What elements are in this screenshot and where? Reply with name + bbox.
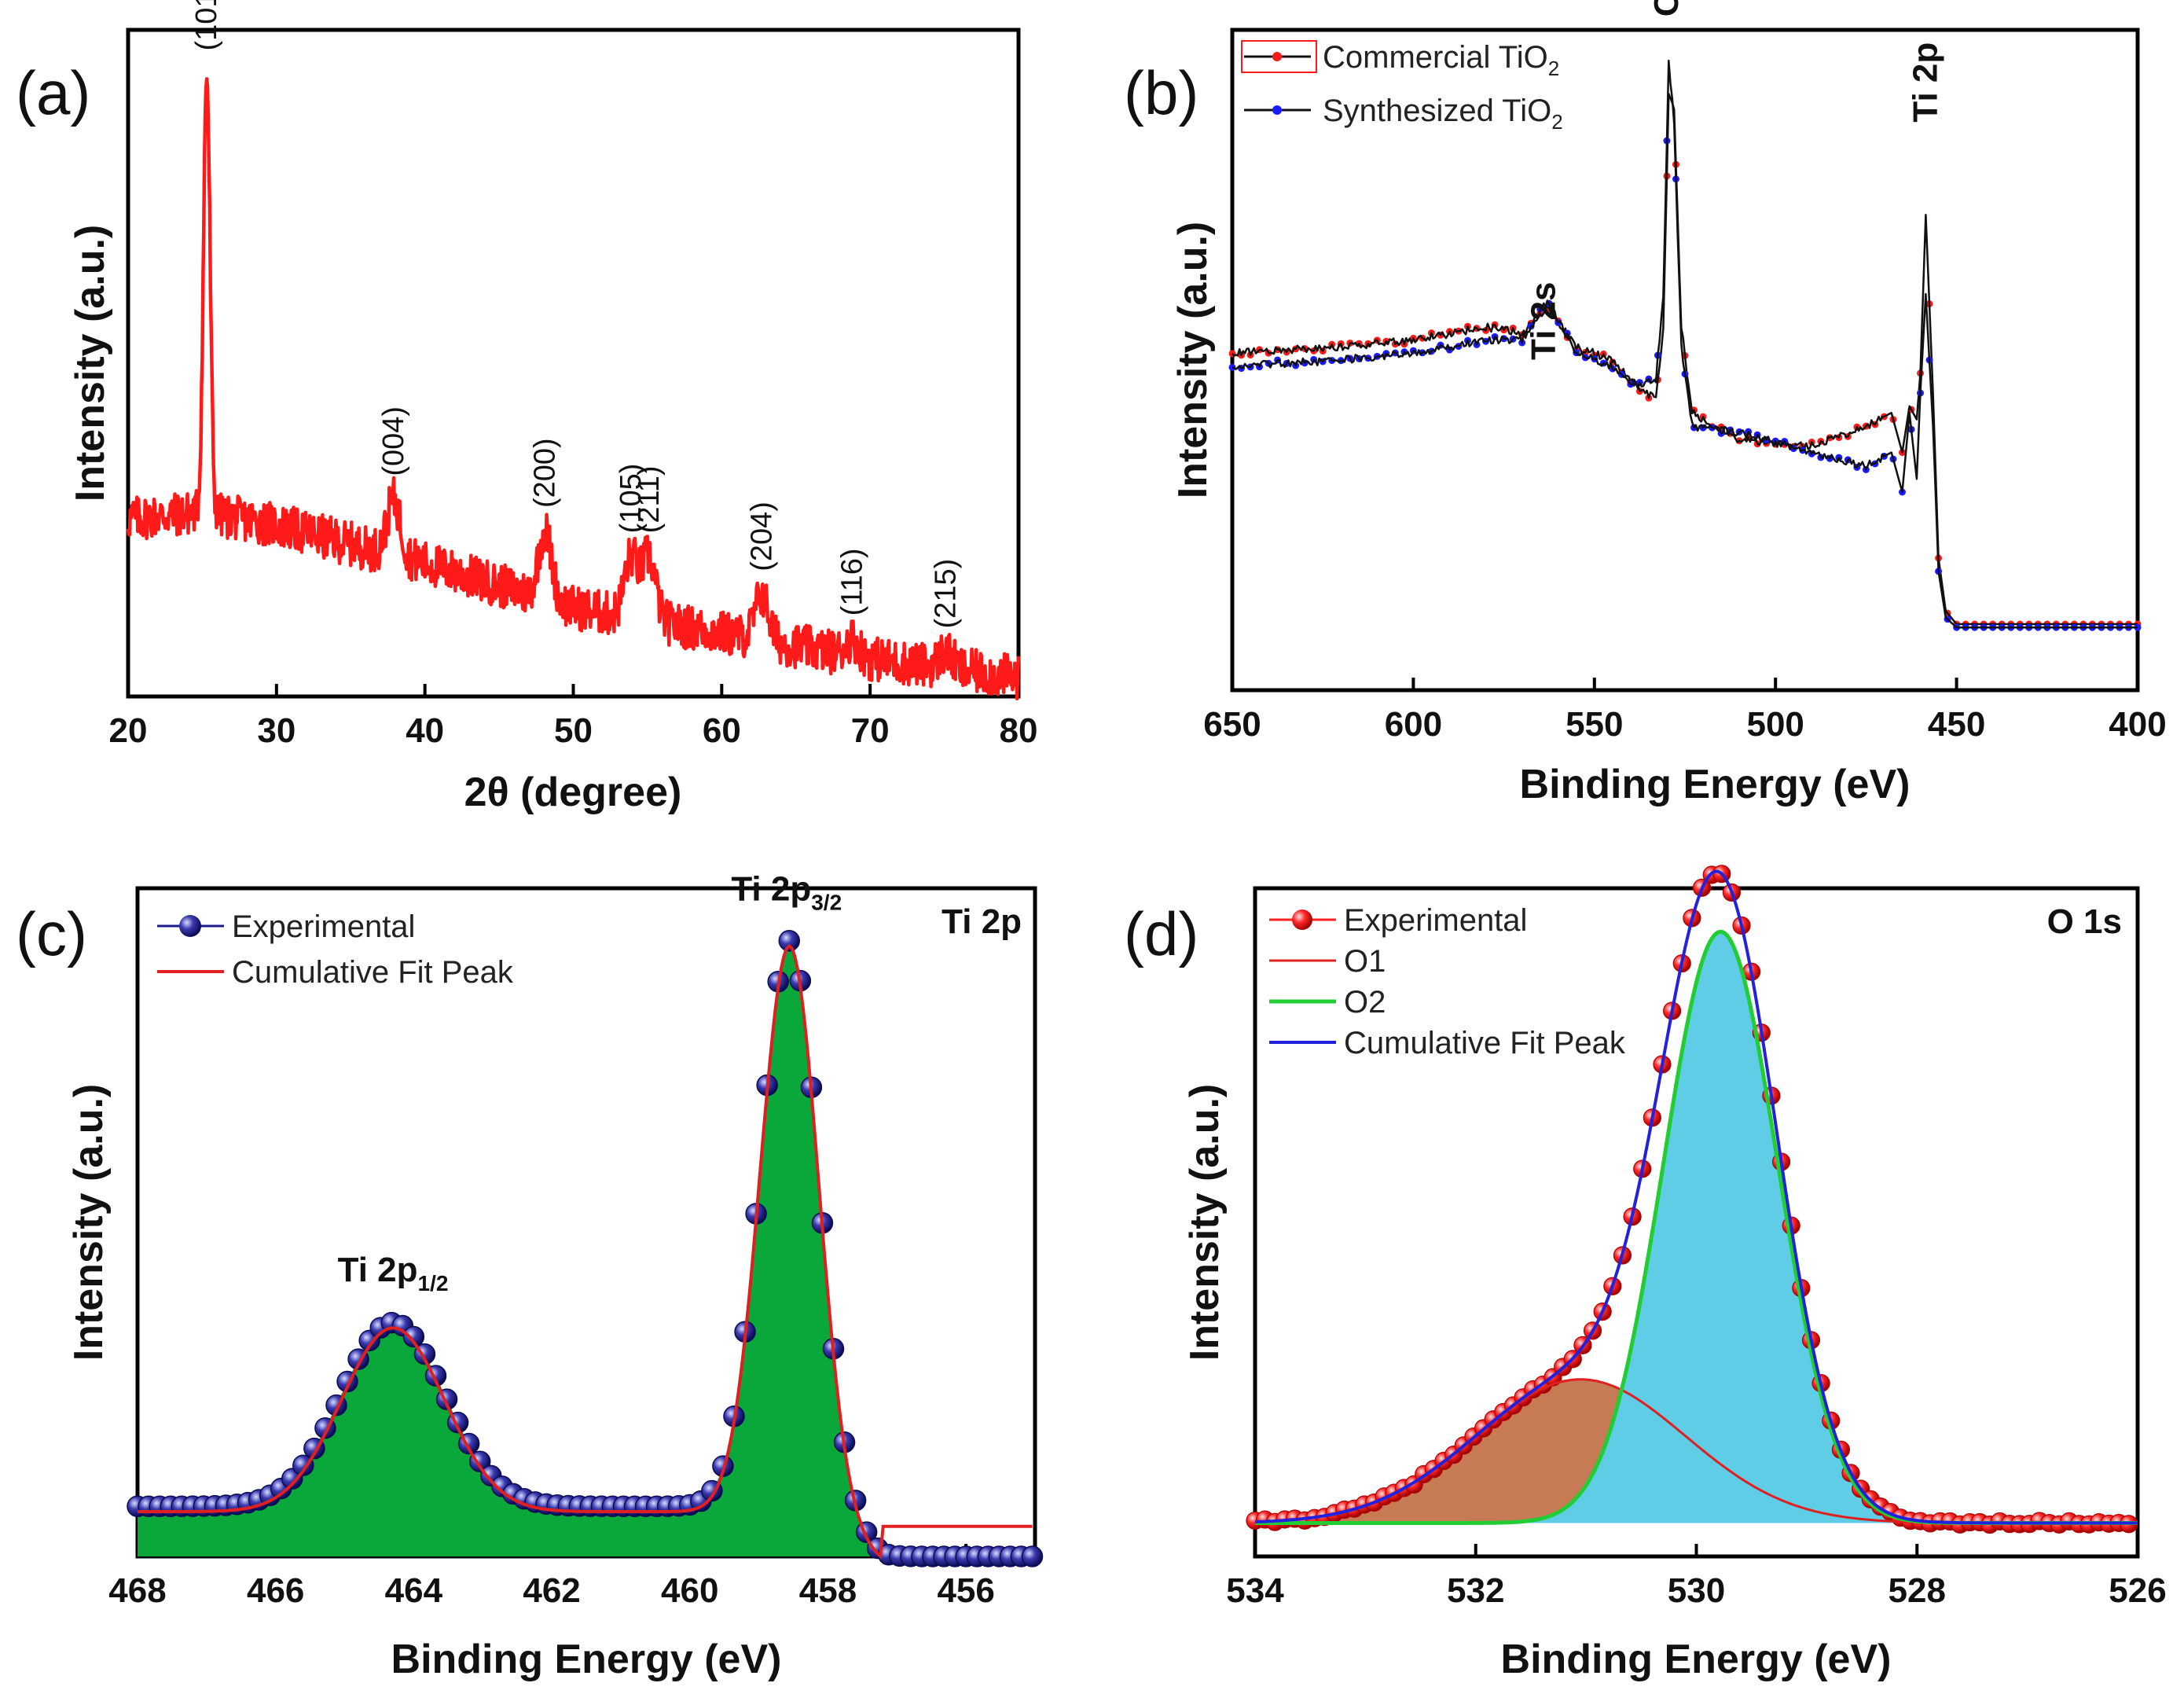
legend-experimental: Experimental — [157, 909, 415, 944]
x-tick-label: 464 — [385, 1571, 443, 1610]
legend-cumulative-fit: Cumulative Fit Peak — [157, 955, 514, 990]
legend-label: Experimental — [1344, 903, 1527, 938]
panel-b-label: (b) — [1124, 58, 1198, 127]
legend-label: O1 — [1344, 944, 1386, 979]
panel-c: (c) 468 466 464 462 460 458 456 Ti 2p1/2Ti 2p3… — [16, 870, 1044, 1682]
peak-label: (101) — [190, 0, 223, 51]
legend-subscript: 2 — [1548, 57, 1559, 80]
panel-c-ylabel: Intensity (a.u.) — [66, 1084, 112, 1361]
legend-marker — [1292, 909, 1312, 930]
panel-c-label: (c) — [16, 899, 87, 968]
peak-label: (105) — [615, 464, 648, 534]
panel-a-label: (a) — [16, 58, 90, 127]
legend-marker — [1272, 105, 1282, 115]
experimental-points — [127, 930, 1044, 1567]
x-tick-label: 534 — [1226, 1571, 1284, 1610]
peak-label: (116) — [836, 548, 869, 615]
peak-annotation-subscript: 3/2 — [811, 891, 842, 915]
legend-label: Synthesized TiO2 — [1323, 94, 1563, 134]
legend-label: Cumulative Fit Peak — [1344, 1026, 1626, 1060]
x-tick-label: 500 — [1746, 705, 1804, 744]
legend-label: O2 — [1344, 985, 1386, 1020]
series-markers — [1228, 137, 2142, 631]
legend-highlight-box — [1241, 40, 1317, 73]
legend-label: Experimental — [232, 909, 415, 944]
panel-b: (b) 650 600 550 500 450 400 Ti 2s O 1s Ti 2p Co… — [1124, 0, 2167, 807]
x-tick-label: 20 — [109, 711, 148, 750]
x-tick-label: 550 — [1566, 705, 1623, 744]
peak-annotation: O 1s — [1647, 0, 1686, 17]
legend-o2: O2 — [1269, 985, 1386, 1020]
x-tick-label: 458 — [799, 1571, 857, 1610]
panel-b-frame — [1230, 28, 2140, 693]
x-tick-label: 40 — [406, 711, 444, 750]
x-tick-label: 80 — [1000, 711, 1038, 750]
legend-marker — [179, 915, 201, 937]
x-tick-label: 70 — [851, 711, 890, 750]
panel-b-xlabel: Binding Energy (eV) — [1520, 762, 1911, 807]
cumulative-fit-line — [1254, 869, 2138, 1525]
peak-label: (200) — [529, 438, 562, 508]
panel-d-xlabel: Binding Energy (eV) — [1501, 1637, 1892, 1682]
legend-cumulative-fit: Cumulative Fit Peak — [1269, 1026, 1626, 1060]
experimental-point — [402, 1325, 425, 1348]
xrd-pattern-line — [126, 77, 1021, 701]
x-tick-label: 460 — [661, 1571, 718, 1610]
legend-experimental: Experimental — [1269, 903, 1527, 938]
x-tick-label: 30 — [257, 711, 295, 750]
experimental-point — [778, 930, 801, 952]
panel-b-ylabel: Intensity (a.u.) — [1170, 222, 1216, 498]
x-tick-label: 50 — [554, 711, 593, 750]
peak-annotation: Ti 2p1/2 — [338, 1251, 449, 1295]
legend-marker — [1272, 52, 1282, 61]
x-tick-label: 60 — [703, 711, 741, 750]
experimental-point — [1021, 1545, 1044, 1567]
x-tick-label: 450 — [1928, 705, 1985, 744]
x-tick-label: 650 — [1203, 705, 1261, 744]
x-tick-label: 530 — [1668, 1571, 1725, 1610]
legend-label: Commercial TiO2 — [1323, 40, 1559, 80]
panel-c-corner-label: Ti 2p — [942, 902, 1022, 941]
x-tick-label: 400 — [2109, 705, 2166, 744]
legend-commercial: Commercial TiO2 — [1244, 40, 1559, 80]
x-tick-label: 456 — [937, 1571, 994, 1610]
peak-label: (004) — [377, 406, 410, 476]
panel-c-xlabel: Binding Energy (eV) — [391, 1637, 782, 1682]
peak-label: (211) — [633, 465, 666, 533]
o2-area-fill — [1255, 932, 2138, 1523]
cumulative-fit-line — [138, 943, 1033, 1560]
series-line — [1231, 59, 2138, 629]
fit-area-fill — [138, 940, 1035, 1556]
x-tick-label: 468 — [108, 1571, 166, 1610]
legend-subscript: 2 — [1551, 110, 1562, 134]
panel-a-ylabel: Intensity (a.u.) — [68, 225, 113, 502]
panel-a: (a) 20 30 40 50 60 70 80 (101)(004) (200) (105)(… — [16, 0, 1037, 815]
x-tick-label: 600 — [1385, 705, 1442, 744]
peak-annotation: Ti 2p — [1906, 42, 1944, 123]
legend-synthesized: Synthesized TiO2 — [1244, 94, 1563, 134]
peak-label: (204) — [745, 502, 778, 571]
x-tick-label: 466 — [247, 1571, 304, 1610]
x-tick-label: 532 — [1447, 1571, 1504, 1610]
x-tick-label: 462 — [523, 1571, 580, 1610]
panel-d-ylabel: Intensity (a.u.) — [1182, 1084, 1228, 1361]
x-tick-label: 526 — [2109, 1571, 2166, 1610]
legend-o1: O1 — [1269, 944, 1386, 979]
peak-annotation-subscript: 1/2 — [418, 1271, 449, 1295]
experimental-point — [292, 1454, 314, 1476]
peak-label: (215) — [929, 559, 962, 629]
panel-d: (d) 534 532 530 528 526 Experimental O1 O2 Cumu… — [1124, 865, 2167, 1682]
peak-annotation: Ti 2s — [1524, 282, 1562, 360]
x-tick-label: 528 — [1889, 1571, 1946, 1610]
panel-a-xlabel: 2θ (degree) — [464, 770, 682, 815]
peak-annotation: Ti 2p3/2 — [731, 870, 842, 915]
series-line — [1231, 93, 2138, 626]
legend-label: Cumulative Fit Peak — [232, 955, 514, 990]
panel-d-corner-label: O 1s — [2047, 902, 2122, 941]
series-markers — [1228, 160, 2142, 628]
panel-d-label: (d) — [1124, 899, 1198, 968]
